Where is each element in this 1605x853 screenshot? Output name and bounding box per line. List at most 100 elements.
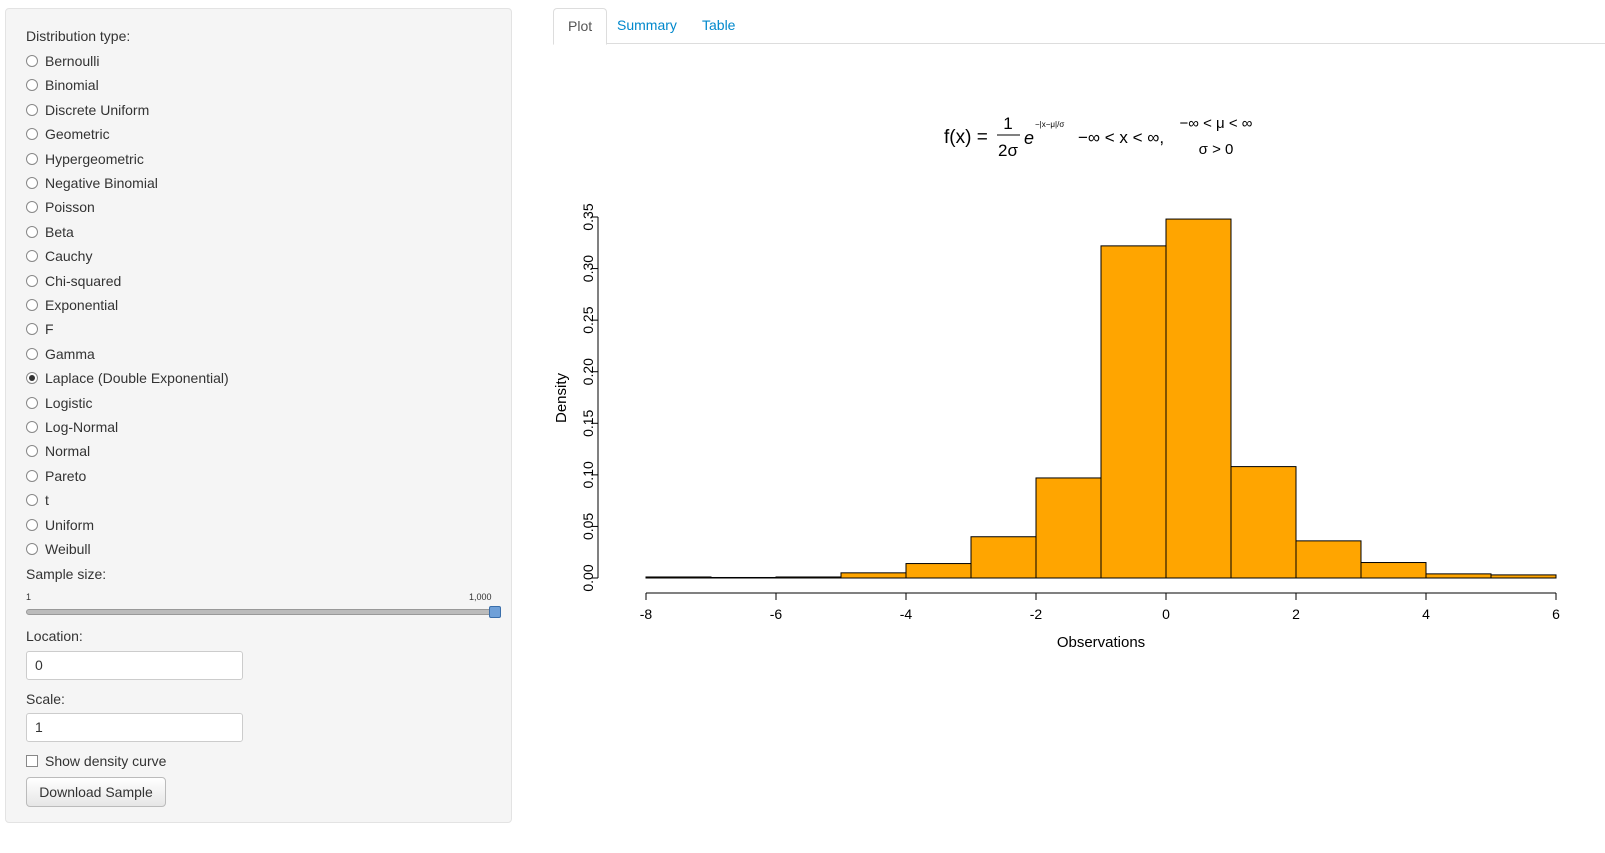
- radio[interactable]: [26, 299, 38, 311]
- radio-option[interactable]: F: [26, 319, 54, 339]
- radio-label: Hypergeometric: [45, 150, 144, 167]
- bar: [1490, 574, 1557, 579]
- tab[interactable]: Table: [702, 17, 736, 33]
- radio-option[interactable]: Gamma: [26, 344, 95, 364]
- bar: [970, 536, 1037, 579]
- density-checkbox[interactable]: Show density curve: [26, 751, 166, 771]
- slider-min: 1: [26, 592, 32, 602]
- radio-label: Weibull: [45, 541, 91, 557]
- radio[interactable]: [26, 225, 38, 238]
- radio-option[interactable]: Cauchy: [26, 246, 92, 266]
- y-tick-label: 0.00: [580, 564, 596, 591]
- radio[interactable]: [26, 55, 38, 67]
- radio-option[interactable]: t: [26, 490, 49, 510]
- radio[interactable]: [26, 79, 38, 92]
- y-tick-label: 0.10: [580, 461, 596, 488]
- tab[interactable]: Summary: [617, 17, 677, 33]
- checkbox-label: Show density curve: [45, 753, 167, 769]
- x-tick-label: 2: [1292, 606, 1300, 622]
- radio-label: Negative Binomial: [45, 175, 158, 191]
- radio-label: Exponential: [45, 297, 119, 313]
- location-input[interactable]: 0: [26, 651, 243, 680]
- radio[interactable]: [26, 469, 38, 482]
- radio[interactable]: [26, 518, 38, 531]
- radio[interactable]: [26, 152, 38, 165]
- radio[interactable]: [26, 103, 38, 116]
- radio-option[interactable]: Hypergeometric: [26, 149, 144, 169]
- slider-track: [26, 609, 496, 615]
- slider-max: 1,000: [469, 592, 492, 602]
- formula-condition: σ > 0: [1199, 141, 1234, 158]
- slider-handle[interactable]: [489, 606, 501, 618]
- radio-label: Uniform: [45, 516, 95, 533]
- scale-input[interactable]: 1: [26, 713, 243, 742]
- y-tick-label: 0.20: [580, 358, 596, 385]
- radio[interactable]: [26, 128, 38, 141]
- radio-label: Discrete Uniform: [45, 101, 150, 118]
- radio-label: Logistic: [45, 394, 93, 411]
- radio[interactable]: [26, 421, 38, 433]
- radio[interactable]: [26, 274, 38, 287]
- radio-option[interactable]: Exponential: [26, 295, 118, 315]
- x-axis-label: Observations: [1057, 634, 1145, 651]
- radio[interactable]: [26, 543, 38, 555]
- radio-label: Cauchy: [45, 248, 93, 265]
- radio-option[interactable]: Chi-squared: [26, 271, 121, 291]
- bar: [1035, 477, 1102, 579]
- radio-label: Gamma: [45, 345, 95, 362]
- radio-label: Binomial: [45, 77, 99, 94]
- radio-option[interactable]: Normal: [26, 441, 90, 461]
- bar: [1165, 218, 1232, 579]
- bar: [905, 563, 972, 579]
- radio-option[interactable]: Laplace (Double Exponential): [26, 368, 229, 388]
- radio[interactable]: [26, 396, 38, 409]
- radio-option[interactable]: Beta: [26, 222, 74, 242]
- formula-denominator: 2σ: [998, 141, 1018, 160]
- formula-base: e: [1024, 128, 1034, 148]
- radio-option[interactable]: Pareto: [26, 466, 86, 486]
- radio[interactable]: [26, 494, 38, 507]
- radio[interactable]: [26, 201, 38, 214]
- y-axis-label: Density: [553, 372, 570, 423]
- bar: [1360, 562, 1427, 579]
- bar: [710, 576, 777, 579]
- radio-option[interactable]: Binomial: [26, 75, 99, 95]
- radio-option[interactable]: Logistic: [26, 393, 92, 413]
- formula-numerator: 1: [1003, 114, 1012, 133]
- y-tick-label: 0.30: [580, 255, 596, 282]
- radio-label: Pareto: [45, 467, 87, 484]
- x-tick-label: -6: [770, 606, 783, 622]
- x-tick-label: -4: [900, 606, 913, 622]
- bar: [1295, 540, 1362, 579]
- radio-option[interactable]: Poisson: [26, 197, 95, 217]
- radio-option[interactable]: Log-Normal: [26, 417, 118, 437]
- radio-option[interactable]: Bernoulli: [26, 51, 99, 71]
- x-tick-label: 4: [1422, 606, 1430, 622]
- x-tick-label: -8: [640, 606, 653, 622]
- checkbox[interactable]: [26, 755, 38, 767]
- radio-option[interactable]: Negative Binomial: [26, 173, 158, 193]
- tab[interactable]: Plot: [553, 8, 608, 45]
- formula-domain: −∞ < x < ∞,: [1078, 128, 1164, 147]
- radio[interactable]: [26, 250, 38, 263]
- radio-label: Laplace (Double Exponential): [45, 370, 229, 387]
- x-tick-label: 0: [1162, 606, 1170, 622]
- radio[interactable]: [26, 323, 38, 336]
- radio[interactable]: [26, 177, 38, 189]
- radio[interactable]: [26, 347, 38, 360]
- radio[interactable]: [26, 372, 38, 385]
- tab-bar: Plot Summary Table: [553, 8, 1605, 45]
- y-tick-label: 0.25: [580, 306, 596, 333]
- radio-option[interactable]: Geometric: [26, 124, 110, 144]
- radio-option[interactable]: Uniform: [26, 515, 94, 535]
- radio[interactable]: [26, 445, 38, 458]
- radio-option[interactable]: Weibull: [26, 539, 91, 559]
- radio-label: Beta: [45, 223, 74, 240]
- y-tick-label: 0.35: [580, 203, 596, 230]
- radio-option[interactable]: Discrete Uniform: [26, 100, 149, 120]
- radio-label: Poisson: [45, 199, 95, 216]
- download-button[interactable]: Download Sample: [26, 777, 166, 807]
- distribution-label: Distribution type:: [26, 28, 131, 44]
- radio-label: Bernoulli: [45, 53, 100, 69]
- y-tick-label: 0.15: [580, 409, 596, 436]
